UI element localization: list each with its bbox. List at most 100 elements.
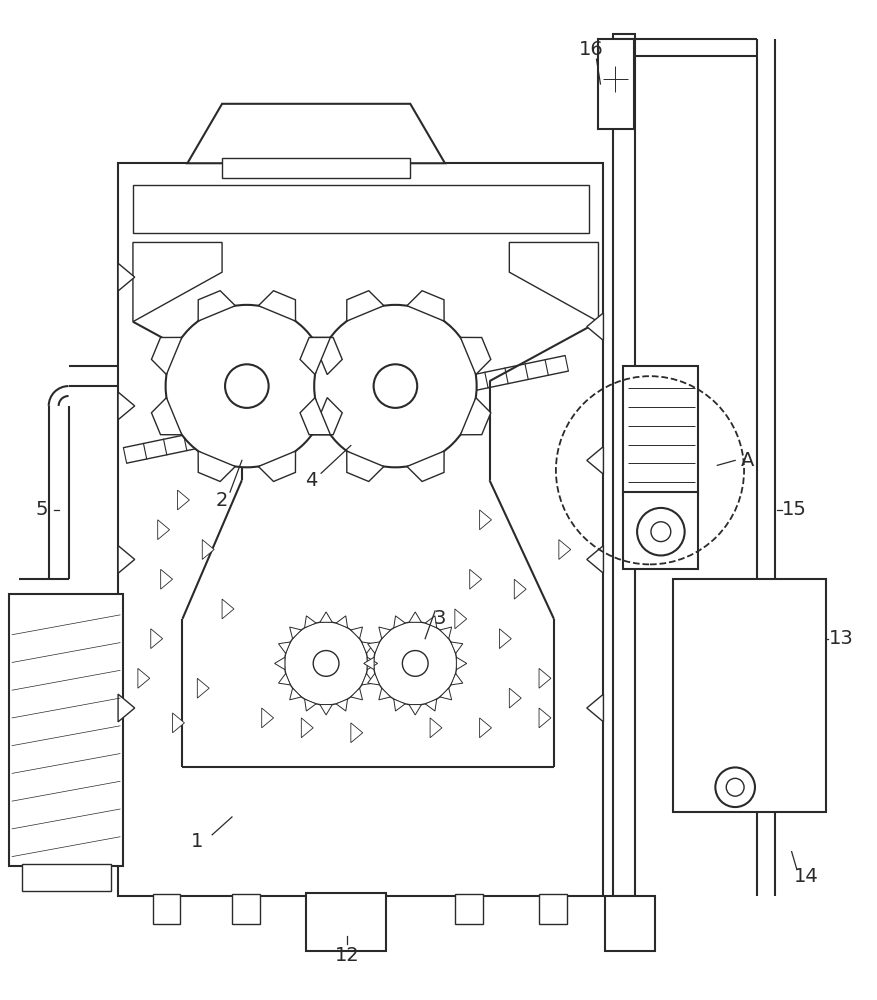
Circle shape — [725, 778, 743, 796]
Polygon shape — [118, 392, 134, 420]
Polygon shape — [301, 718, 313, 738]
Polygon shape — [278, 642, 290, 653]
Polygon shape — [340, 678, 353, 698]
Circle shape — [314, 305, 476, 467]
Bar — [613, 34, 634, 896]
Polygon shape — [424, 616, 436, 628]
Polygon shape — [319, 705, 332, 715]
Polygon shape — [278, 673, 290, 685]
Polygon shape — [304, 616, 316, 628]
Polygon shape — [197, 678, 209, 698]
Circle shape — [374, 364, 417, 408]
Polygon shape — [499, 629, 510, 649]
Polygon shape — [300, 337, 330, 375]
Bar — [222, 158, 410, 178]
Polygon shape — [586, 447, 602, 474]
Text: 12: 12 — [334, 946, 359, 965]
Polygon shape — [300, 398, 330, 435]
Polygon shape — [409, 612, 421, 622]
Polygon shape — [351, 627, 362, 639]
Polygon shape — [407, 291, 444, 321]
Text: 5: 5 — [35, 500, 48, 519]
Polygon shape — [151, 629, 162, 649]
Bar — [605, 896, 654, 951]
Polygon shape — [367, 657, 377, 670]
Circle shape — [166, 305, 328, 467]
Polygon shape — [198, 451, 235, 481]
Bar — [306, 893, 385, 951]
Polygon shape — [275, 657, 285, 670]
Polygon shape — [450, 642, 462, 653]
Polygon shape — [586, 546, 602, 573]
Bar — [118, 163, 602, 896]
Text: 15: 15 — [781, 500, 806, 519]
Polygon shape — [509, 688, 521, 708]
Circle shape — [650, 522, 670, 542]
Polygon shape — [586, 313, 602, 341]
Polygon shape — [160, 569, 173, 589]
Text: 3: 3 — [433, 609, 446, 628]
Polygon shape — [311, 337, 342, 375]
Polygon shape — [393, 616, 405, 628]
Polygon shape — [261, 708, 274, 728]
Bar — [454, 894, 482, 924]
Bar — [153, 894, 181, 924]
Text: 2: 2 — [216, 491, 228, 510]
Polygon shape — [118, 546, 134, 573]
Polygon shape — [367, 642, 379, 653]
Polygon shape — [158, 520, 169, 540]
Polygon shape — [409, 705, 421, 715]
Polygon shape — [367, 673, 379, 685]
Polygon shape — [450, 673, 462, 685]
Polygon shape — [378, 627, 390, 639]
Polygon shape — [258, 451, 296, 481]
Polygon shape — [361, 673, 374, 685]
Polygon shape — [479, 718, 491, 738]
Polygon shape — [177, 490, 189, 510]
Polygon shape — [132, 242, 222, 322]
Polygon shape — [460, 337, 490, 375]
Circle shape — [284, 622, 367, 705]
Polygon shape — [538, 708, 550, 728]
Polygon shape — [222, 599, 233, 619]
Polygon shape — [361, 642, 374, 653]
Polygon shape — [187, 104, 445, 163]
Text: A: A — [739, 451, 752, 470]
Polygon shape — [118, 263, 134, 291]
Polygon shape — [151, 337, 182, 375]
Polygon shape — [351, 723, 362, 743]
Bar — [22, 864, 111, 891]
Text: 16: 16 — [579, 40, 603, 59]
Circle shape — [637, 508, 684, 555]
Circle shape — [402, 651, 428, 676]
Polygon shape — [138, 668, 150, 688]
Polygon shape — [118, 694, 134, 722]
Polygon shape — [202, 540, 214, 559]
Polygon shape — [460, 398, 490, 435]
Polygon shape — [346, 451, 383, 481]
Polygon shape — [319, 612, 332, 622]
Bar — [538, 894, 567, 924]
Circle shape — [715, 767, 754, 807]
Polygon shape — [363, 657, 374, 670]
Polygon shape — [289, 688, 301, 700]
Circle shape — [374, 622, 456, 705]
Polygon shape — [454, 609, 467, 629]
Polygon shape — [439, 627, 451, 639]
Polygon shape — [198, 291, 235, 321]
Polygon shape — [351, 688, 362, 700]
Bar — [132, 185, 588, 233]
Polygon shape — [430, 718, 441, 738]
Bar — [232, 894, 260, 924]
Circle shape — [225, 364, 268, 408]
Text: 13: 13 — [828, 629, 852, 648]
Polygon shape — [424, 699, 436, 711]
Polygon shape — [346, 291, 383, 321]
Polygon shape — [258, 291, 296, 321]
Polygon shape — [378, 688, 390, 700]
Polygon shape — [469, 569, 481, 589]
Text: 1: 1 — [191, 832, 203, 851]
Bar — [9, 594, 123, 866]
Polygon shape — [393, 699, 405, 711]
Polygon shape — [559, 540, 570, 559]
